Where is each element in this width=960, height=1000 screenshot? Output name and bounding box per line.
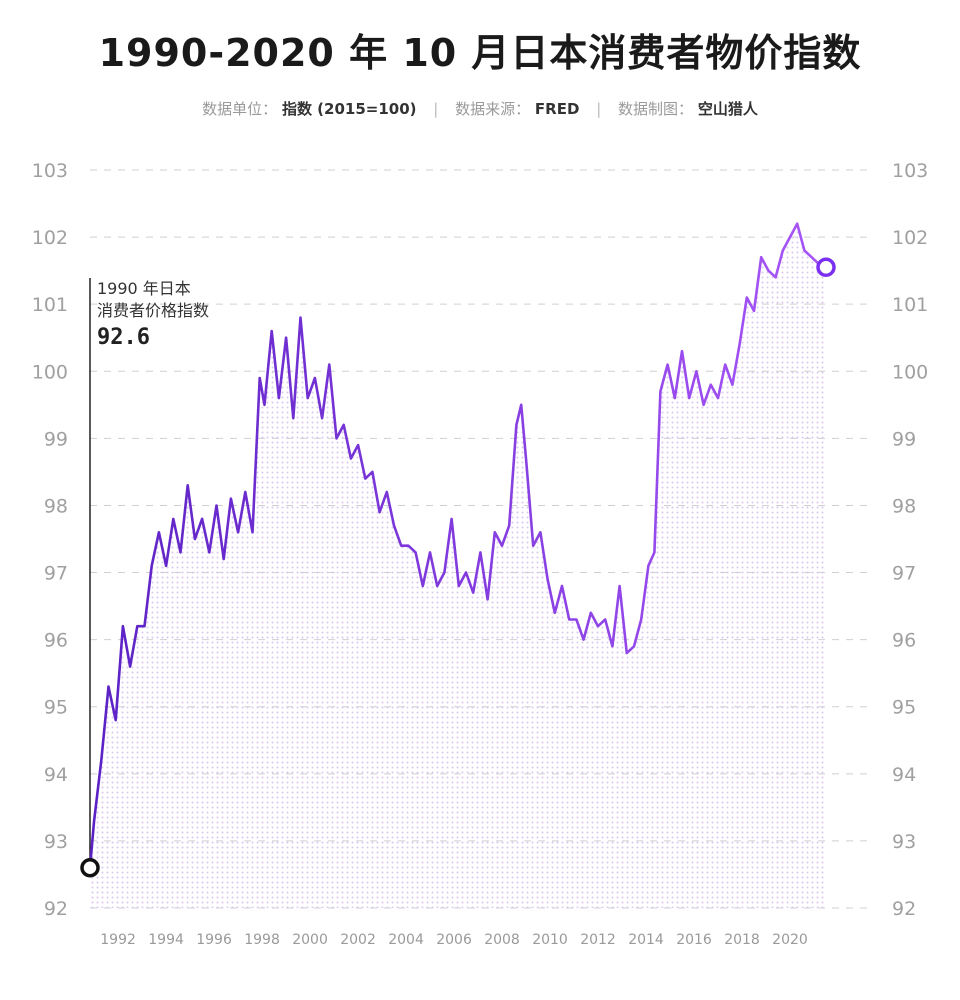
y-axis: 92 92 93 93 94 94 95 95 96 96 97 97 98 98 99 99 100 100 10… bbox=[32, 160, 929, 920]
y-tick-label-right: 100 bbox=[892, 361, 928, 383]
x-tick-label: 2018 bbox=[724, 932, 760, 948]
x-tick-label: 1994 bbox=[148, 932, 184, 948]
x-tick-label: 2002 bbox=[340, 932, 376, 948]
y-tick-label-left: 100 bbox=[32, 361, 68, 383]
annotation-line1: 1990 年日本 bbox=[97, 279, 191, 298]
y-tick-label-left: 96 bbox=[44, 630, 68, 652]
y-tick-label-left: 92 bbox=[44, 898, 68, 920]
y-tick-label-left: 94 bbox=[44, 764, 68, 786]
source-label: 数据来源： bbox=[455, 100, 531, 118]
cpi-series-line bbox=[88, 222, 827, 868]
y-tick-label-left: 97 bbox=[44, 563, 68, 585]
y-tick-label-right: 96 bbox=[892, 630, 916, 652]
y-tick-label-left: 102 bbox=[32, 227, 68, 249]
y-tick-label-left: 93 bbox=[44, 831, 68, 853]
start-point-marker bbox=[80, 857, 100, 878]
y-tick-label-right: 95 bbox=[892, 697, 916, 719]
x-tick-label: 2020 bbox=[772, 932, 808, 948]
annotation-value: 92.6 bbox=[97, 325, 150, 350]
y-tick-label-right: 93 bbox=[892, 831, 916, 853]
annotation-line2: 消费者价格指数 bbox=[97, 301, 209, 320]
x-tick-label: 2008 bbox=[484, 932, 520, 948]
x-tick-label: 1998 bbox=[244, 932, 280, 948]
x-axis: 1992 1994 1996 1998 2000 2002 2004 2006 2008 2010… bbox=[100, 932, 808, 948]
y-tick-label-left: 101 bbox=[32, 294, 68, 316]
x-tick-label: 2016 bbox=[676, 932, 712, 948]
separator: | bbox=[596, 100, 602, 118]
y-tick-label-right: 99 bbox=[892, 428, 916, 450]
x-tick-label: 2004 bbox=[388, 932, 424, 948]
y-tick-label-left: 99 bbox=[44, 428, 68, 450]
source-value: FRED bbox=[534, 100, 580, 118]
cpi-area-fill bbox=[90, 223, 826, 908]
x-tick-label: 2014 bbox=[628, 932, 664, 948]
chart-subtitle: 数据单位： 指数 (2015=100) | 数据来源： FRED | 数据制图：… bbox=[0, 98, 960, 119]
separator: | bbox=[433, 100, 439, 118]
y-tick-label-left: 98 bbox=[44, 495, 68, 517]
y-tick-label-right: 102 bbox=[892, 227, 928, 249]
y-tick-label-right: 94 bbox=[892, 764, 916, 786]
chart-title: 1990-2020 年 10 月日本消费者物价指数 bbox=[98, 31, 862, 75]
y-tick-label-right: 103 bbox=[892, 160, 928, 182]
end-point-marker bbox=[816, 257, 836, 278]
y-tick-label-right: 97 bbox=[892, 563, 916, 585]
x-tick-label: 2012 bbox=[580, 932, 616, 948]
x-tick-label: 1996 bbox=[196, 932, 232, 948]
x-tick-label: 1992 bbox=[100, 932, 136, 948]
y-tick-label-left: 103 bbox=[32, 160, 68, 182]
y-tick-label-right: 98 bbox=[892, 495, 916, 517]
y-tick-label-right: 92 bbox=[892, 898, 916, 920]
unit-label: 数据单位： bbox=[202, 100, 278, 118]
y-tick-label-right: 101 bbox=[892, 294, 928, 316]
unit-value: 指数 (2015=100) bbox=[281, 100, 417, 118]
maker-value: 空山猎人 bbox=[697, 100, 758, 118]
x-tick-label: 2006 bbox=[436, 932, 472, 948]
y-tick-label-left: 95 bbox=[44, 697, 68, 719]
maker-label: 数据制图： bbox=[618, 100, 694, 118]
x-tick-label: 2010 bbox=[532, 932, 568, 948]
x-tick-label: 2000 bbox=[292, 932, 328, 948]
